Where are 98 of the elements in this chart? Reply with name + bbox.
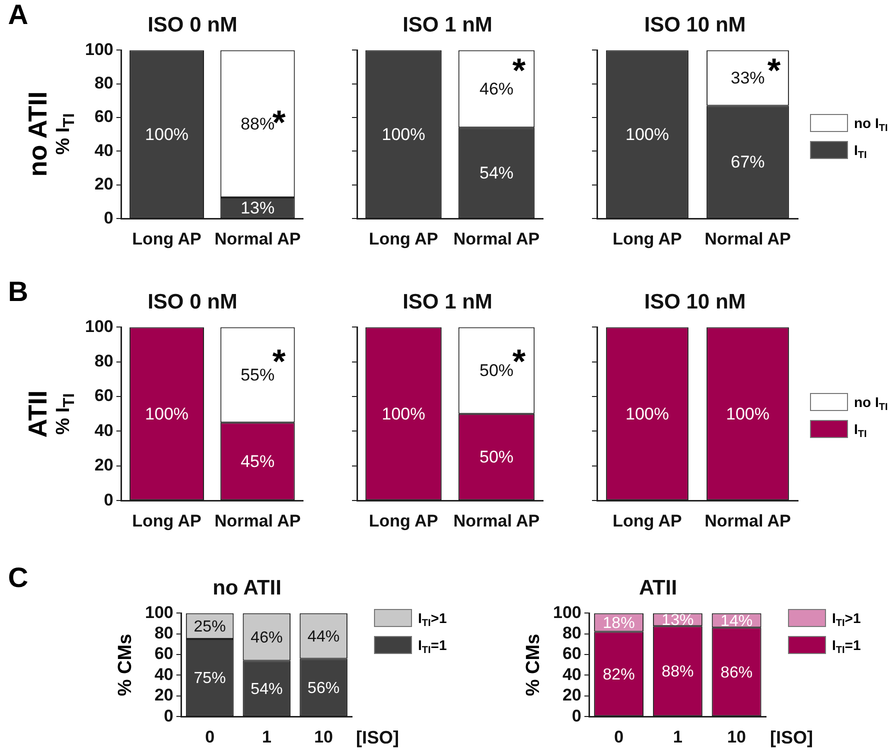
x-axis-title: [ISO] xyxy=(356,728,399,748)
y-tick-label: 60 xyxy=(94,386,114,406)
legend-label: I$_{TI}$>1 xyxy=(418,610,447,630)
y-axis-title: % CMs xyxy=(115,634,137,696)
chart-title: no ATII xyxy=(212,576,282,600)
data-label: 56% xyxy=(308,680,340,697)
y-tick-label: 0 xyxy=(572,706,582,726)
x-tick-label: Long AP xyxy=(132,511,202,530)
data-label: 13% xyxy=(662,612,694,630)
y-tick-label: 0 xyxy=(164,706,174,726)
x-tick-label: Normal AP xyxy=(704,229,791,248)
data-label: 86% xyxy=(720,664,753,682)
text: I$_{TI}$=1 xyxy=(418,637,447,656)
chart-title: ISO 0 nM xyxy=(148,290,238,314)
data-label: 13% xyxy=(240,198,275,218)
y-axis-title: % CMs xyxy=(523,634,545,696)
x-tick-label: Normal AP xyxy=(214,229,301,248)
y-tick-label: 80 xyxy=(562,624,582,643)
x-tick-label: Long AP xyxy=(368,229,438,248)
y-tick-label: 0 xyxy=(104,490,114,510)
data-label: 54% xyxy=(250,680,283,698)
x-tick-label: 0 xyxy=(614,727,624,746)
text: C xyxy=(8,562,28,594)
data-label: 100% xyxy=(145,124,189,144)
x-tick-label: Normal AP xyxy=(453,511,540,530)
data-label: 75% xyxy=(194,670,226,687)
x-tick-label: Normal AP xyxy=(453,229,540,248)
text: A xyxy=(8,0,28,31)
text: I$_{TI}$ xyxy=(854,421,867,440)
y-tick-label: 20 xyxy=(94,174,114,194)
data-label: 25% xyxy=(194,618,226,636)
y-tick-label: 40 xyxy=(94,140,114,160)
text: I$_{TI}$=1 xyxy=(832,637,861,656)
data-label: 54% xyxy=(479,164,514,183)
y-tick-label: 60 xyxy=(562,644,582,664)
x-tick-label: 1 xyxy=(672,727,682,746)
y-tick-label: 60 xyxy=(94,107,114,126)
x-tick-label: Normal AP xyxy=(704,511,791,530)
x-tick-label: 0 xyxy=(205,727,215,746)
chart-title: ISO 10 nM xyxy=(644,290,746,314)
x-tick-label: 10 xyxy=(727,727,746,746)
annotation: * xyxy=(512,342,526,381)
y-tick-label: 80 xyxy=(154,624,174,643)
data-label: 100% xyxy=(145,404,189,424)
text: ATII xyxy=(22,390,54,438)
y-tick-label: 40 xyxy=(94,420,114,440)
x-tick-label: 10 xyxy=(314,727,334,746)
data-label: 82% xyxy=(602,666,635,684)
data-label: 46% xyxy=(479,80,514,99)
text: B xyxy=(8,276,28,308)
legend-label: no I$_{TI}$ xyxy=(854,394,888,414)
y-tick-label: 40 xyxy=(154,664,174,684)
data-label: 100% xyxy=(382,124,426,144)
y-tick-label: 100 xyxy=(552,602,582,622)
y-tick-label: 40 xyxy=(562,664,582,684)
data-label: 100% xyxy=(626,124,669,144)
data-label: 44% xyxy=(308,628,340,646)
annotation: * xyxy=(512,51,526,90)
data-label: 100% xyxy=(626,404,669,424)
data-label: 67% xyxy=(730,152,765,172)
legend-label: I$_{TI}$>1 xyxy=(832,610,861,630)
y-tick-label: 0 xyxy=(104,208,114,228)
chart-title: ISO 10 nM xyxy=(644,13,746,36)
y-tick-label: 20 xyxy=(94,456,114,475)
y-tick-label: 60 xyxy=(154,644,174,664)
legend-label: no I$_{TI}$ xyxy=(854,115,888,134)
data-label: 88% xyxy=(662,664,694,681)
data-label: 18% xyxy=(602,614,635,632)
y-tick-label: 100 xyxy=(84,40,114,59)
y-tick-label: 100 xyxy=(144,602,174,622)
chart-title: ISO 1 nM xyxy=(402,13,492,36)
chart-title: ISO 0 nM xyxy=(148,13,238,36)
x-tick-label: Normal AP xyxy=(214,511,301,530)
text: I$_{TI}$ xyxy=(854,142,867,162)
chart-title: ISO 1 nM xyxy=(402,290,492,314)
y-tick-label: 80 xyxy=(94,352,114,371)
y-tick-label: 20 xyxy=(562,686,582,705)
annotation: * xyxy=(767,51,781,90)
y-tick-label: 20 xyxy=(154,686,174,705)
data-label: 50% xyxy=(479,448,514,467)
y-tick-label: 100 xyxy=(84,316,114,336)
x-tick-label: 1 xyxy=(262,727,272,746)
x-tick-label: Long AP xyxy=(612,511,682,530)
chart-title: ATII xyxy=(638,576,678,600)
x-tick-label: Long AP xyxy=(368,511,438,530)
data-label: 100% xyxy=(382,404,426,424)
data-label: 14% xyxy=(720,612,753,630)
data-label: 33% xyxy=(730,68,765,88)
y-tick-label: 80 xyxy=(94,74,114,93)
x-tick-label: Long AP xyxy=(612,229,682,248)
data-label: 50% xyxy=(479,361,514,380)
x-axis-title: [ISO] xyxy=(770,728,813,748)
data-label: 55% xyxy=(240,366,275,385)
data-label: 46% xyxy=(250,629,283,646)
data-label: 100% xyxy=(726,404,770,424)
x-tick-label: Long AP xyxy=(132,229,202,248)
data-label: 45% xyxy=(240,452,275,472)
text: no ATII xyxy=(22,92,54,177)
